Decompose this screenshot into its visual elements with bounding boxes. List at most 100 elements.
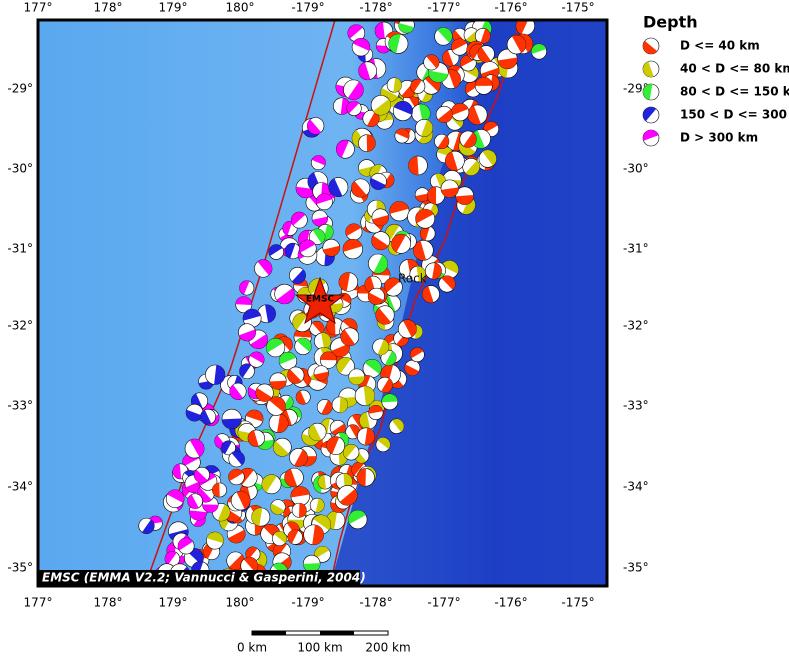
focal-mechanism-fill [336,140,349,158]
focal-mechanism-fill [292,313,308,330]
focal-mechanism-fill [363,386,375,406]
focal-mechanism-fill [318,474,327,490]
focal-mechanism-fill [243,309,261,321]
focal-mechanism-fill [336,357,351,374]
focal-mechanism-fill [321,332,331,350]
focal-mechanism-fill [477,46,491,63]
focal-mechanism-fill [287,369,302,384]
focal-mechanism-fill [419,104,431,123]
focal-mechanism-fill [447,69,461,89]
focal-mechanism-fill [217,504,231,521]
focal-mechanism-fill [437,135,449,149]
focal-mechanism-fill [308,424,322,441]
focal-mechanism-fill [172,463,182,479]
scale-label: 100 km [297,641,342,655]
focal-mechanism-fill [312,228,325,244]
focal-mechanism-fill [359,411,371,430]
lat-label: -35° [7,561,33,575]
legend-symbol-fill [643,84,653,100]
focal-mechanism-fill [465,160,480,176]
focal-mechanism-fill [415,324,423,339]
lon-label: 180° [226,596,255,610]
focal-mechanism-fill [451,103,469,116]
focal-mechanism-fill [299,239,316,253]
lon-label: 179° [159,1,188,15]
focal-mechanism-fill [279,336,293,351]
focal-mechanism-fill [221,440,232,455]
focal-mechanism-fill [273,440,289,457]
focal-mechanism-fill [238,329,256,341]
legend-title: Depth [643,13,698,32]
focal-mechanism-fill [323,245,340,257]
lon-label: -177° [427,1,460,15]
lon-label: -179° [291,596,324,610]
legend-label: 150 < D <= 300 km [680,108,789,122]
focal-mechanism-fill [189,510,208,521]
focal-mechanism-fill [312,216,328,227]
legend-symbol-fill [643,61,654,77]
legend-label: 40 < D <= 80 km [680,62,789,76]
lat-label: -32° [7,319,33,333]
focal-mechanism-fill [339,488,358,506]
focal-mechanism-fill [375,22,385,40]
lon-label: -178° [359,1,392,15]
focal-mechanism-fill [351,462,365,476]
focal-mechanism-fill [364,427,375,446]
focal-mechanism-fill [249,351,265,364]
focal-mechanism-fill [236,491,251,510]
focal-mechanism-fill [290,486,310,498]
scale-bar [251,630,389,636]
lat-label: -31° [623,242,649,256]
focal-mechanism-fill [284,468,298,487]
focal-mechanism-fill [432,262,442,280]
focal-mechanism-fill [261,474,277,493]
focal-mechanism-fill [231,451,245,466]
focal-mechanism-fill [276,288,295,304]
lon-label: 178° [94,596,123,610]
lon-label: -176° [494,1,527,15]
focal-mechanism-fill [516,20,529,35]
focal-mechanism-fill [312,524,324,545]
focal-mechanism-fill [268,244,283,257]
focal-mechanism-fill [339,396,348,413]
legend-label: D <= 40 km [680,39,760,53]
focal-mechanism-fill [348,376,365,385]
focal-mechanism-fill [229,384,243,400]
focal-mechanism-fill [368,292,384,305]
lon-label: -176° [494,596,527,610]
focal-mechanism-fill [323,224,334,240]
focal-mechanism-fill [415,209,434,224]
focal-mechanism-fill [202,504,219,513]
legend-symbol-fill [643,130,659,141]
focal-mechanism-fill [239,363,252,378]
lat-label: -31° [7,242,33,256]
focal-mechanism-fill [437,109,453,123]
focal-mechanism-fill [377,437,391,450]
focal-mechanism-fill [381,378,393,393]
focal-mechanism-fill [358,62,371,80]
focal-mechanism-fill [343,444,357,459]
focal-mechanism-fill [463,132,477,148]
focal-mechanism-fill [164,551,177,565]
focal-mechanism-fill [248,430,259,447]
focal-mechanism-fill [441,260,459,274]
focal-mechanism-fill [410,79,422,93]
focal-mechanism-fill [426,54,440,69]
focal-mechanism-fill [315,498,325,513]
focal-mechanism-fill [415,193,430,202]
focal-mechanism-fill [287,529,299,544]
focal-mechanism-fill [372,214,389,226]
credit-box [38,570,360,586]
focal-mechanism-fill [370,177,386,190]
focal-mechanism-fill [384,277,401,293]
focal-mechanism-fill [298,503,307,518]
lon-label: -177° [427,596,460,610]
focal-mechanism-fill [475,77,493,86]
lat-label: -32° [623,319,649,333]
focal-mechanism-fill [340,329,355,346]
scale-label: 200 km [365,641,410,655]
lat-label: -30° [7,162,33,176]
focal-mechanism-fill [465,30,479,43]
lon-label: -178° [359,596,392,610]
